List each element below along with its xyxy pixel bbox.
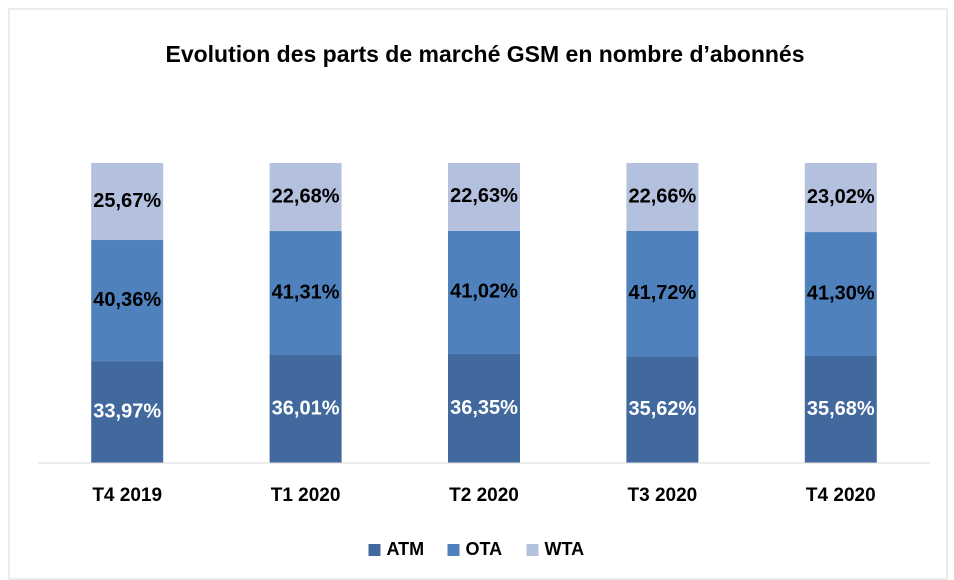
bar-segment — [269, 231, 342, 355]
legend-label: OTA — [466, 539, 503, 559]
bar-segment — [626, 356, 699, 463]
chart-title: Evolution des parts de marché GSM en nom… — [165, 41, 804, 67]
legend-swatch — [447, 544, 460, 556]
data-label: 33,97% — [93, 400, 161, 422]
bar-segment — [269, 163, 342, 232]
bar-segment — [91, 240, 164, 362]
legend-label: WTA — [545, 539, 585, 559]
x-tick-label: T1 2020 — [271, 485, 341, 506]
data-label: 36,35% — [450, 397, 518, 419]
data-label: 40,36% — [93, 289, 161, 311]
bar-segment — [626, 230, 699, 357]
bar-segment — [804, 163, 877, 233]
x-tick-label: T3 2020 — [628, 485, 698, 506]
data-label: 23,02% — [807, 186, 875, 208]
x-tick-label: T2 2020 — [449, 485, 519, 506]
data-label: 22,66% — [628, 185, 696, 207]
bar-segment — [269, 354, 342, 463]
bar-segment — [626, 163, 699, 231]
bar-segment — [804, 232, 877, 356]
data-label: 41,72% — [628, 282, 696, 304]
bar-segment — [448, 163, 520, 231]
legend-swatch — [526, 544, 539, 556]
data-label: 22,63% — [450, 185, 518, 207]
bar-segment — [448, 230, 520, 354]
x-tick-label: T4 2020 — [806, 485, 876, 506]
bar-segment — [448, 353, 520, 463]
data-label: 35,62% — [628, 398, 696, 420]
data-label: 41,30% — [807, 282, 875, 304]
data-label: 36,01% — [272, 397, 340, 419]
data-label: 41,31% — [272, 281, 340, 303]
data-label: 41,02% — [450, 281, 518, 303]
bar-segment — [91, 361, 164, 463]
legend-label: ATM — [387, 539, 425, 559]
data-label: 22,68% — [272, 185, 340, 207]
bar-segment — [804, 355, 877, 463]
data-label: 25,67% — [93, 190, 161, 212]
x-tick-label: T4 2019 — [92, 485, 162, 506]
bar-segment — [91, 163, 164, 241]
legend-swatch — [368, 544, 381, 556]
data-label: 35,68% — [807, 398, 875, 420]
